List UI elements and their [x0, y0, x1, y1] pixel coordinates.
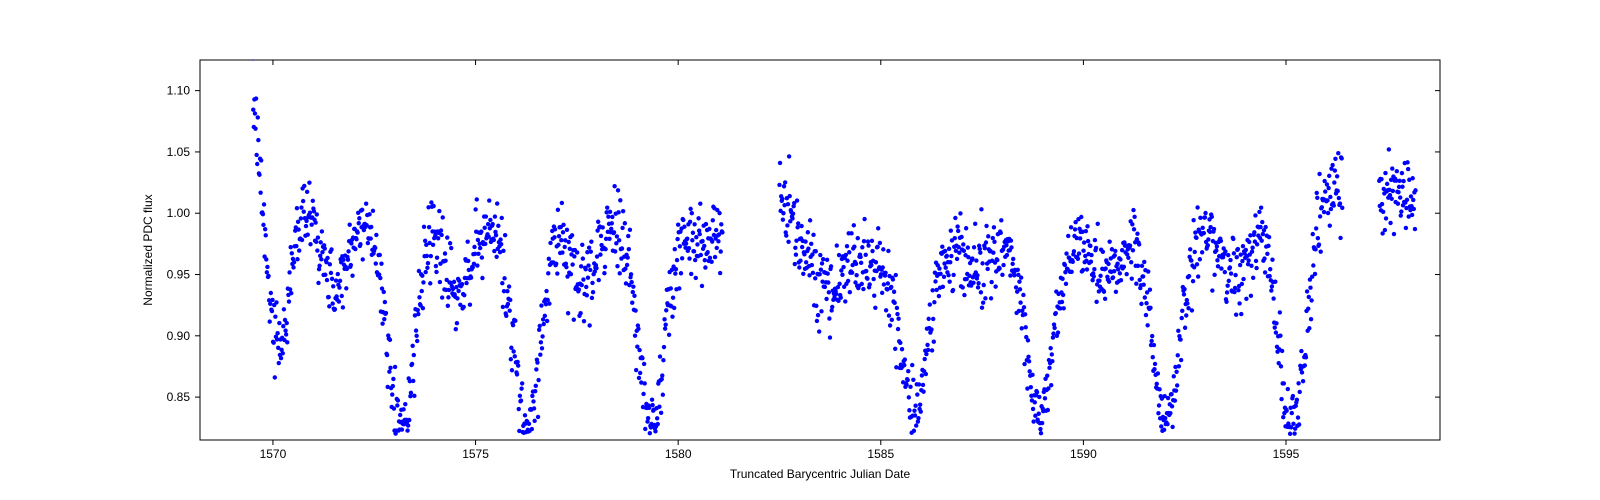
lightcurve-chart: 1570 1575 1580 1585 1590 1595 0.85 0.90 0.95 1.00… — [0, 0, 1600, 500]
y-tick-label: 1.05 — [167, 145, 191, 159]
y-axis-label: Normalized PDC flux — [141, 194, 155, 305]
y-tick-label: 1.00 — [167, 206, 191, 220]
x-axis-label: Truncated Barycentric Julian Date — [730, 467, 911, 481]
y-tick-label: 0.95 — [167, 268, 191, 282]
chart-svg: 1570 1575 1580 1585 1590 1595 0.85 0.90 0.95 1.00… — [0, 0, 1600, 500]
x-tick-label: 1590 — [1070, 447, 1097, 461]
x-tick-label: 1585 — [867, 447, 894, 461]
x-tick-label: 1595 — [1273, 447, 1300, 461]
y-tick-label: 0.90 — [167, 329, 191, 343]
scatter-series — [250, 56, 1417, 436]
y-tick-label: 1.10 — [167, 84, 191, 98]
plot-frame — [200, 60, 1440, 440]
x-tick-label: 1570 — [260, 447, 287, 461]
x-tick-label: 1580 — [665, 447, 692, 461]
x-tick-label: 1575 — [462, 447, 489, 461]
y-tick-label: 0.85 — [167, 390, 191, 404]
